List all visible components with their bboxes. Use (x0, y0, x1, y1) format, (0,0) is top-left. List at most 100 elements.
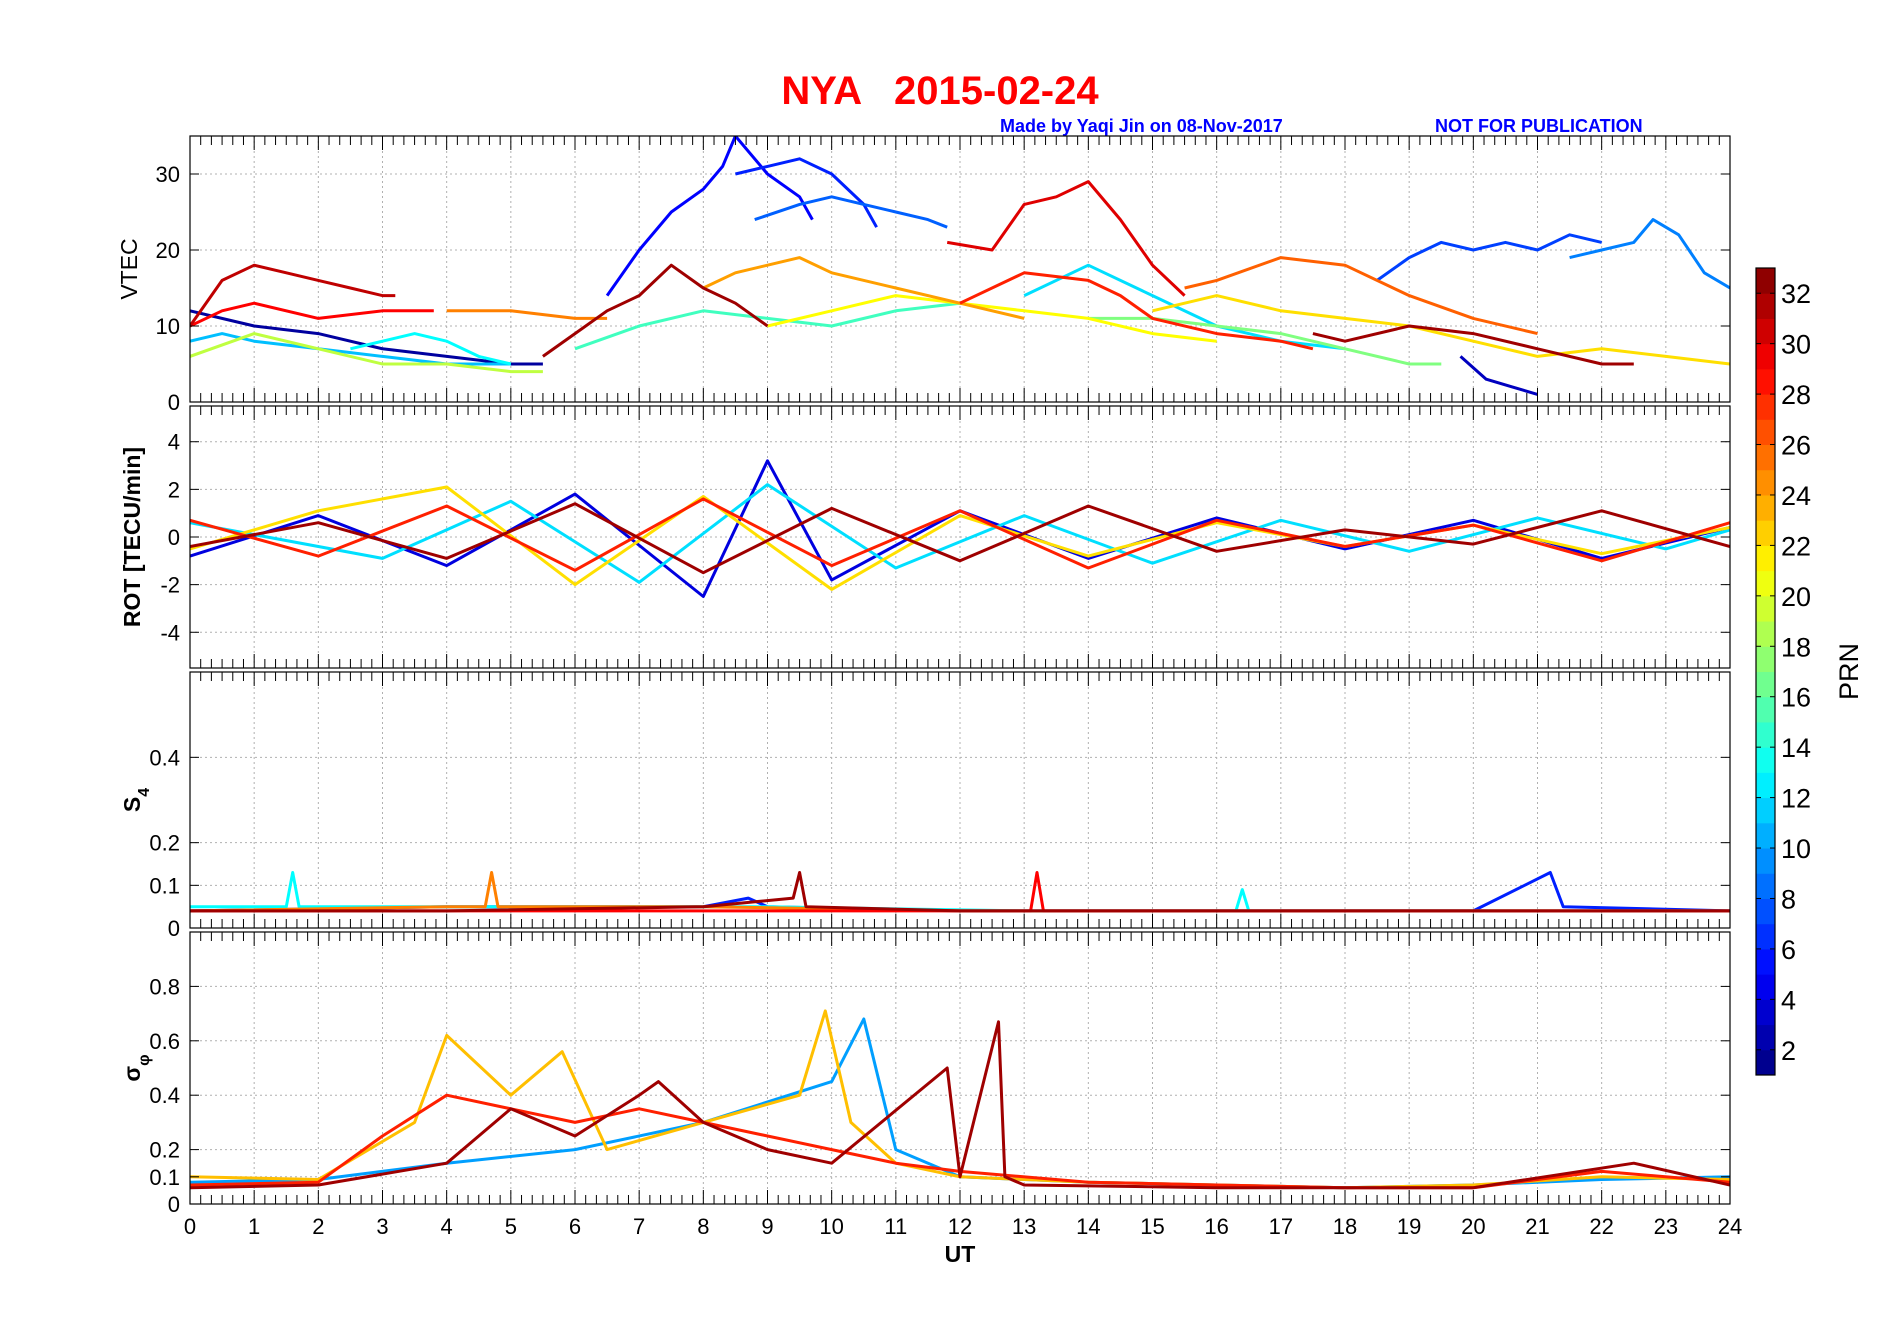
x-tick-label: 23 (1654, 1214, 1678, 1239)
colorbar-tick-label: 26 (1781, 431, 1811, 461)
series-prn-31 (190, 263, 396, 327)
series-prn-4 (190, 459, 1730, 598)
colorbar-tick-label: 18 (1781, 632, 1811, 662)
x-tick-label: 24 (1718, 1214, 1742, 1239)
colorbar-band (1756, 494, 1775, 521)
series-prn-17 (1088, 316, 1442, 366)
panel-s4: 0 0.1 0.2 0.4 S4 (119, 671, 1731, 941)
axes-frame (189, 671, 1731, 929)
x-tick-label: 10 (819, 1214, 843, 1239)
credit-author: Made by Yaqi Jin on 08-Nov-2017 (1000, 116, 1283, 136)
colorbar-band (1756, 621, 1775, 647)
colorbar-tick-label: 20 (1781, 582, 1811, 612)
y-tick-label: 0.4 (149, 745, 180, 770)
colorbar-tick-label: 12 (1781, 784, 1811, 814)
colorbar-band (1756, 848, 1775, 874)
x-axis-label: UT (945, 1241, 976, 1267)
y-axis-label: σφ (119, 1054, 153, 1081)
colorbar-band (1756, 268, 1775, 294)
colorbar-band (1756, 646, 1775, 672)
x-tick-label: 21 (1525, 1214, 1549, 1239)
x-tick-label: 11 (884, 1214, 907, 1239)
y-tick-label: 4 (168, 430, 180, 455)
colorbar-band (1756, 343, 1775, 370)
series-prn-13 (350, 332, 512, 366)
colorbar-band (1756, 394, 1775, 420)
x-tick-label: 22 (1589, 1214, 1613, 1239)
colorbar-band (1756, 873, 1775, 899)
colorbar-tick-label: 32 (1781, 279, 1811, 309)
colorbar-band (1756, 570, 1775, 597)
series-group-rot (190, 459, 1730, 598)
colorbar-band (1756, 772, 1775, 799)
colorbar-band (1756, 1024, 1775, 1051)
x-tick-label: 13 (1012, 1214, 1036, 1239)
series-prn-7 (1376, 233, 1603, 282)
y-tick-label: 0.4 (149, 1083, 180, 1108)
y-tick-label: 30 (156, 162, 180, 187)
y-axis-label: ROT [TECU/min] (119, 447, 145, 627)
series-group-vtec (190, 136, 1730, 396)
colorbar-tick-label: 28 (1781, 380, 1811, 410)
panel-rot: -4 -2 0 2 4 ROT [TECU/min] (119, 405, 1731, 669)
colorbar-band (1756, 520, 1775, 546)
series-group-sigma_phi (190, 1009, 1730, 1190)
series-prn-8 (754, 195, 948, 229)
colorbar-label: PRN (1834, 643, 1864, 700)
series-group-s4 (190, 871, 1730, 913)
colorbar-band (1756, 318, 1775, 345)
series-prn-6 (735, 157, 878, 228)
colorbar-tick-label: 16 (1781, 683, 1811, 713)
colorbar-tick-label: 8 (1781, 884, 1796, 914)
colorbar-band (1756, 747, 1775, 773)
colorbar-tick-label: 4 (1781, 985, 1796, 1015)
colorbar-band (1756, 545, 1775, 572)
x-tick-label: 4 (441, 1214, 453, 1239)
y-tick-label: -4 (160, 620, 180, 645)
x-tick-label: 17 (1269, 1214, 1293, 1239)
series-prn-32 (190, 871, 1730, 913)
panel-vtec: 0 10 20 30 VTEC (116, 135, 1731, 415)
colorbar-band (1756, 974, 1775, 1000)
series-prn-19 (190, 332, 543, 374)
series-prn-29 (190, 301, 434, 328)
series-prn-15 (574, 301, 961, 351)
colorbar-tick-label: 30 (1781, 330, 1811, 360)
x-tick-label: 16 (1204, 1214, 1228, 1239)
colorbar-band (1756, 368, 1775, 395)
series-prn-28 (959, 271, 1314, 351)
y-tick-label: 10 (156, 314, 180, 339)
colorbar-band (1756, 419, 1775, 446)
x-tick-label: 18 (1333, 1214, 1357, 1239)
x-tick-label: 0 (184, 1214, 196, 1239)
y-tick-label: 20 (156, 238, 180, 263)
series-prn-30 (946, 180, 1186, 297)
colorbar-band (1756, 1049, 1775, 1076)
y-tick-label: 0 (168, 1192, 180, 1217)
series-prn-32 (190, 1020, 1730, 1190)
series-prn-24 (702, 256, 1025, 320)
colorbar-band (1756, 999, 1775, 1026)
y-tick-label: 2 (168, 477, 180, 502)
y-tick-label: 0.2 (149, 1138, 180, 1163)
colorbar-band (1756, 469, 1775, 496)
y-tick-label: 0.8 (149, 974, 180, 999)
x-tick-label: 3 (376, 1214, 388, 1239)
x-tick-label: 2 (312, 1214, 324, 1239)
x-tick-label: 20 (1461, 1214, 1485, 1239)
x-tick-label: 7 (633, 1214, 645, 1239)
series-prn-12 (190, 483, 1730, 584)
colorbar-band (1756, 948, 1775, 975)
y-tick-label: 0 (168, 525, 180, 550)
x-tick-label: 15 (1140, 1214, 1164, 1239)
colorbar-tick-label: 10 (1781, 834, 1811, 864)
x-tick-label: 1 (248, 1214, 260, 1239)
colorbar-tick-label: 24 (1781, 481, 1811, 511)
x-tick-label: 12 (948, 1214, 972, 1239)
series-prn-32 (190, 502, 1730, 575)
colorbar-band (1756, 822, 1775, 849)
colorbar-tick-label: 6 (1781, 935, 1796, 965)
